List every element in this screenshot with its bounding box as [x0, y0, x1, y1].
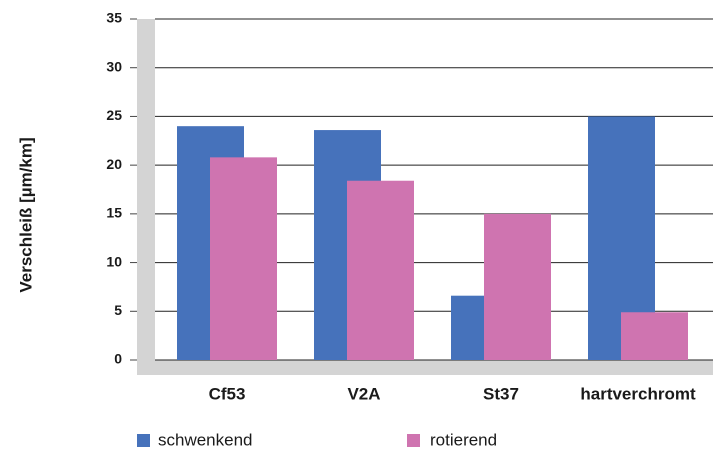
y-axis-title: Verschleiß [µm/km] [16, 137, 35, 292]
bar [484, 213, 551, 360]
y-tick-label: 15 [106, 205, 122, 221]
y-tick-label: 20 [106, 156, 122, 172]
y-tick-label: 35 [106, 10, 122, 26]
y-tick-label: 5 [114, 302, 122, 318]
x-tick-label: Cf53 [209, 384, 246, 403]
y-tick-label: 0 [114, 351, 122, 367]
legend-swatch [137, 434, 150, 447]
legend-swatch [407, 434, 420, 447]
legend-label: schwenkend [158, 430, 253, 449]
plot-wall [137, 19, 155, 375]
x-tick-label: hartverchromt [580, 384, 696, 403]
x-tick-label: St37 [483, 384, 519, 403]
bar [621, 312, 688, 360]
plot-floor [137, 360, 713, 375]
y-tick-label: 30 [106, 58, 122, 74]
legend-label: rotierend [430, 430, 497, 449]
x-tick-label: V2A [347, 384, 380, 403]
y-tick-label: 10 [106, 253, 122, 269]
bar [347, 180, 414, 360]
y-tick-label: 25 [106, 107, 122, 123]
bar [210, 157, 277, 360]
